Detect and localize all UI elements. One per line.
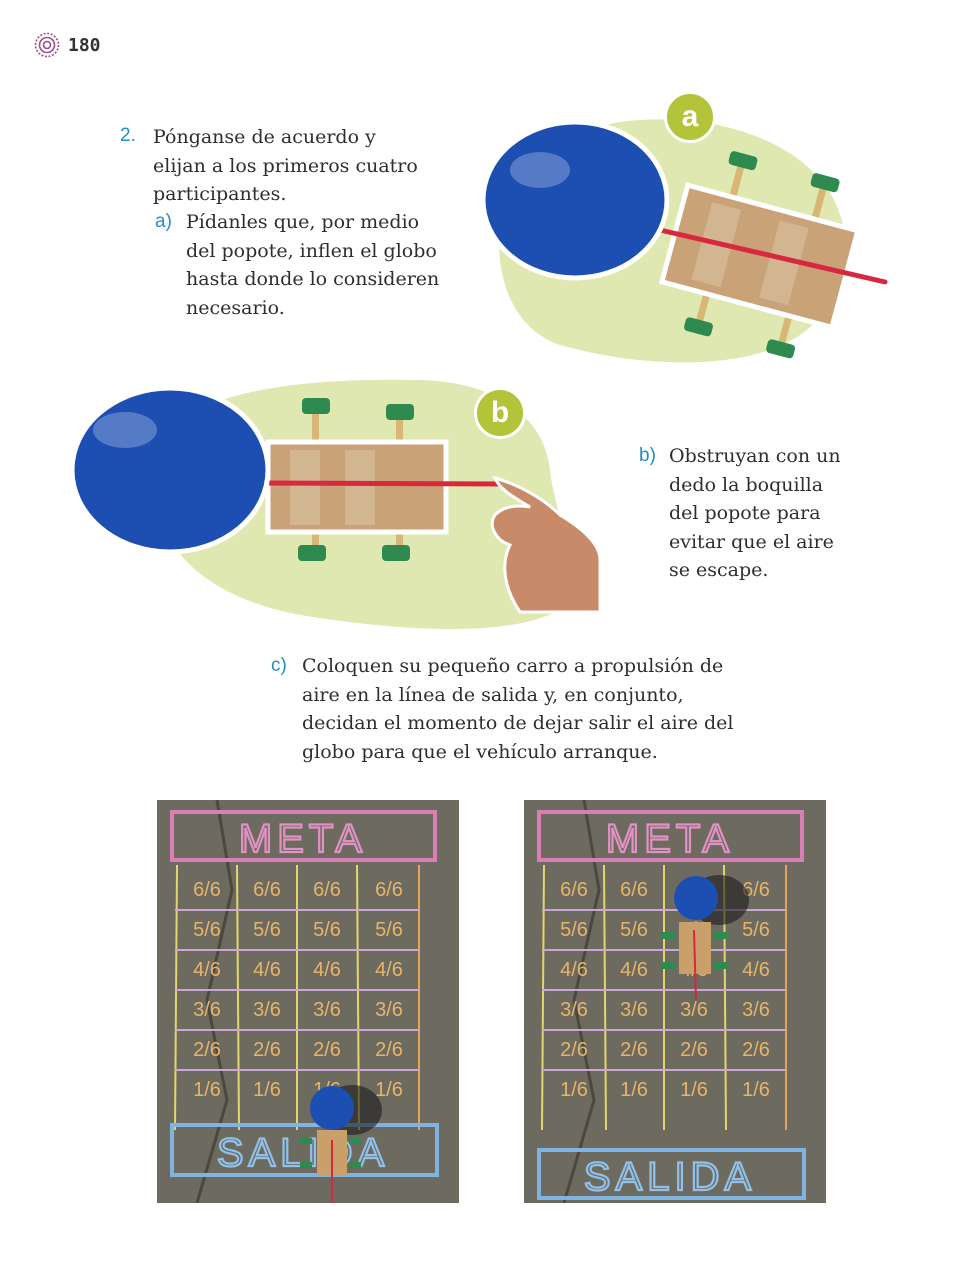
- grid-cell: 5/6: [375, 919, 403, 941]
- hand: [490, 475, 602, 614]
- car-a: [658, 151, 861, 359]
- straw-b: [259, 480, 508, 487]
- step2-text: Pónganse de acuerdo y elijan a los prime…: [153, 123, 418, 209]
- grid-cell: 2/6: [193, 1039, 221, 1061]
- sub-c-line: globo para que el vehículo arranque.: [302, 740, 658, 763]
- sub-a-line: hasta donde lo consideren: [186, 268, 440, 290]
- grid-cell: 6/6: [560, 879, 588, 901]
- sub-a-marker: a): [155, 211, 172, 232]
- sub-c-line: decidan el momento de dejar salir el air…: [302, 712, 734, 734]
- car-photo-start: [300, 1085, 382, 1203]
- sub-c-line: aire en la línea de salida y, en conjunt…: [302, 683, 684, 706]
- step2-line: participantes.: [153, 183, 287, 205]
- grid-cell: 3/6: [193, 999, 221, 1021]
- grid-cell: 4/6: [253, 959, 281, 981]
- grid-cell: 4/6: [313, 959, 341, 981]
- sub-b-line: se escape.: [669, 559, 769, 581]
- salida-label: SALIDA: [584, 1155, 756, 1199]
- grid-cell: 1/6: [742, 1079, 770, 1101]
- salida-label: SALIDA: [217, 1131, 389, 1175]
- grid-cell: 3/6: [680, 999, 708, 1021]
- grid-cell: 5/6: [313, 919, 341, 941]
- straw-a: [657, 227, 888, 285]
- grid-cell: 1/6: [193, 1079, 221, 1101]
- grid-cell: 2/6: [253, 1039, 281, 1061]
- step2-line: elijan a los primeros cuatro: [153, 154, 418, 177]
- sub-c-marker: c): [271, 655, 287, 676]
- meta-label: META: [239, 817, 367, 861]
- grid-cell: 4/6: [375, 959, 403, 981]
- sub-b-line: Obstruyan con un: [669, 445, 841, 467]
- meta-label: META: [606, 817, 734, 861]
- grid-cell: 1/6: [620, 1079, 648, 1101]
- sub-c-text: Coloquen su pequeño carro a propulsión d…: [302, 652, 733, 766]
- sub-c-line: Coloquen su pequeño carro a propulsión d…: [302, 655, 724, 677]
- badge-a: a: [664, 91, 716, 143]
- sub-b-line: evitar que el aire: [669, 530, 834, 553]
- grid-cell: 6/6: [193, 879, 221, 901]
- grid-cell: 3/6: [742, 999, 770, 1021]
- sub-b-text: Obstruyan con un dedo la boquilla del po…: [669, 442, 841, 585]
- grid-cell: 3/6: [560, 999, 588, 1021]
- grid-cell: 4/6: [193, 959, 221, 981]
- grid-cell: 2/6: [620, 1039, 648, 1061]
- grid-cell: 6/6: [620, 879, 648, 901]
- photo-advanced: META 6/6 6/6 6/6 6/6 5/6 5/6 5/6 5/6 4/6…: [524, 800, 826, 1203]
- balloon-a: [480, 119, 670, 281]
- photo-start: META 6/6 6/6 6/6 6/6 5/6 5/6 5/6 5/6 4/6…: [157, 800, 459, 1203]
- grid-cell: 5/6: [253, 919, 281, 941]
- sub-a-text: Pídanles que, por medio del popote, infl…: [186, 208, 439, 322]
- grid-cell: 1/6: [560, 1079, 588, 1101]
- car-photo-advanced: [661, 875, 749, 1001]
- grid-cell: 1/6: [253, 1079, 281, 1101]
- grid-cell: 3/6: [313, 999, 341, 1021]
- sub-b-line: dedo la boquilla: [669, 473, 824, 496]
- car-b: [265, 398, 449, 561]
- grid-cell: 4/6: [620, 959, 648, 981]
- sub-b-marker: b): [639, 445, 656, 466]
- grid-cell: 4/6: [742, 959, 770, 981]
- grid-cell: 3/6: [620, 999, 648, 1021]
- grid-cell: 1/6: [680, 1079, 708, 1101]
- grid-cell: 5/6: [620, 919, 648, 941]
- balloon-b: [69, 385, 271, 555]
- step-number: 2.: [120, 125, 136, 146]
- target-icon: [34, 32, 60, 58]
- grid-cell: 6/6: [253, 879, 281, 901]
- page-number-text: 180: [68, 34, 101, 56]
- grid-cell: 4/6: [560, 959, 588, 981]
- grid-cell: 6/6: [313, 879, 341, 901]
- sub-a-line: Pídanles que, por medio: [186, 211, 420, 233]
- grid-cell: 2/6: [375, 1039, 403, 1061]
- grid-cell: 2/6: [680, 1039, 708, 1061]
- grid-cell: 6/6: [375, 879, 403, 901]
- sub-a-line: necesario.: [186, 296, 285, 319]
- grid-cell: 2/6: [313, 1039, 341, 1061]
- grid-cell: 1/6: [375, 1079, 403, 1101]
- grid-cell: 2/6: [560, 1039, 588, 1061]
- grid-cell: 3/6: [253, 999, 281, 1021]
- badge-b: b: [474, 387, 526, 439]
- grid-cell: 5/6: [560, 919, 588, 941]
- grid-cell: 5/6: [193, 919, 221, 941]
- grid-cell: 2/6: [742, 1039, 770, 1061]
- sub-a-line: del popote, inflen el globo: [186, 239, 437, 262]
- sub-b-line: del popote para: [669, 502, 821, 524]
- grid-cell: 5/6: [742, 919, 770, 941]
- step2-line: Pónganse de acuerdo y: [153, 126, 376, 148]
- page-number: 180: [34, 32, 101, 58]
- grid-cell: 3/6: [375, 999, 403, 1021]
- grid-cell: 6/6: [742, 879, 770, 901]
